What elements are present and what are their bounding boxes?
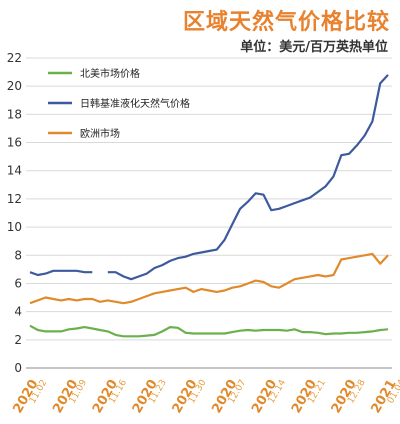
y-tick-label: 10: [7, 220, 22, 234]
y-tick-label: 18: [7, 107, 22, 121]
series-lines: [29, 74, 389, 338]
y-tick-label: 14: [7, 164, 22, 178]
series-line-2: [29, 252, 389, 305]
y-tick-label: 8: [14, 248, 22, 262]
y-tick-label: 6: [14, 276, 22, 290]
y-tick-label: 16: [7, 136, 22, 150]
y-axis-ticks: 0 2 4 6 8 10 12 14 16 18 20 22: [7, 51, 22, 375]
chart-title: 区域天然气价格比较: [182, 10, 390, 35]
legend-label: 日韩基准液化天然气价格: [80, 97, 190, 110]
series-line-1: [107, 74, 389, 281]
series-line-1: [29, 269, 93, 277]
y-tick-label: 2: [14, 333, 22, 347]
legend-label: 北美市场价格: [80, 67, 140, 80]
y-tick-label: 22: [7, 51, 22, 65]
y-tick-label: 12: [7, 192, 22, 206]
series-line-0: [29, 324, 389, 338]
y-tick-label: 4: [14, 305, 22, 319]
gridlines: [26, 57, 392, 369]
unit-label: 单位：美元/百万英热单位: [240, 40, 388, 55]
legend-label: 欧洲市场: [80, 127, 120, 140]
y-tick-label: 0: [14, 361, 22, 375]
y-tick-label: 20: [7, 79, 22, 93]
